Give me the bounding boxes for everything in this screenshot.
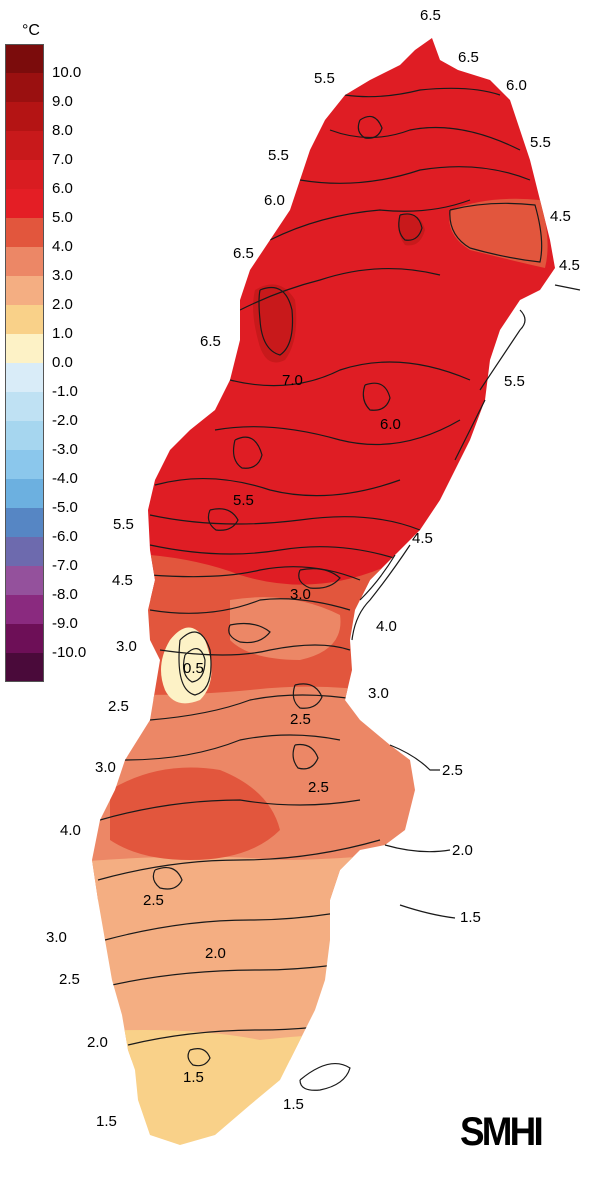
legend-label: -1.0 [52, 383, 78, 400]
contour-label: 2.5 [143, 892, 164, 909]
legend-swatch [5, 44, 44, 73]
legend-swatch [5, 508, 44, 537]
zone-north-dark-patch [253, 284, 297, 363]
contour-label: 5.5 [113, 516, 134, 533]
isotherm-lines-sea [299, 284, 581, 1091]
contour-label: 1.5 [96, 1113, 117, 1130]
contour-labels: 6.5 6.5 5.5 6.0 5.5 5.5 6.0 4.5 4.5 6.5 6.5 7.0 5.5 6… [46, 7, 580, 1130]
legend-label: -9.0 [52, 615, 78, 632]
legend-swatch [5, 189, 44, 218]
legend-swatch [5, 450, 44, 479]
contour-label: 4.0 [60, 822, 81, 839]
legend-label: 4.0 [52, 238, 73, 255]
legend-label: 5.0 [52, 209, 73, 226]
legend-label: -7.0 [52, 557, 78, 574]
contour-label: 2.5 [59, 971, 80, 988]
contour-label: 2.0 [452, 842, 473, 859]
contour-label: 2.5 [308, 779, 329, 796]
zone-far-south [92, 830, 555, 1060]
legend-color-scale [5, 44, 44, 682]
legend-label: -6.0 [52, 528, 78, 545]
legend-label: -4.0 [52, 470, 78, 487]
legend-swatch [5, 421, 44, 450]
legend-label: 7.0 [52, 151, 73, 168]
zone-cold-pocket [161, 627, 212, 704]
legend-label: 10.0 [52, 64, 82, 81]
legend-unit: °C [22, 22, 40, 39]
legend-swatch [5, 73, 44, 102]
legend-label: 1.0 [52, 325, 73, 342]
contour-label: 6.5 [200, 333, 221, 350]
contour-label: 6.5 [458, 49, 479, 66]
contour-label: 4.0 [376, 618, 397, 635]
contour-label: 4.5 [559, 257, 580, 274]
legend-swatch [5, 653, 44, 682]
contour-label: 4.5 [112, 572, 133, 589]
zone-west-patch [110, 767, 280, 860]
contour-label: 0.5 [183, 660, 204, 677]
contour-label: 5.5 [268, 147, 289, 164]
contour-label: 3.0 [290, 586, 311, 603]
contour-label: 3.0 [116, 638, 137, 655]
contour-label: 1.5 [283, 1096, 304, 1113]
contour-label: 3.0 [46, 929, 67, 946]
contour-label: 2.5 [442, 762, 463, 779]
contour-label: 7.0 [282, 372, 303, 389]
legend-label: -5.0 [52, 499, 78, 516]
smhi-logo: SMHI [460, 1110, 544, 1154]
legend-label: -8.0 [52, 586, 78, 603]
legend-swatch [5, 160, 44, 189]
contour-label: 1.5 [183, 1069, 204, 1086]
legend-swatch [5, 537, 44, 566]
contour-label: 5.5 [530, 134, 551, 151]
zone-east-patch [449, 198, 548, 268]
contour-label: 6.0 [264, 192, 285, 209]
contour-label: 2.0 [87, 1034, 108, 1051]
legend-swatch [5, 392, 44, 421]
contour-label: 4.5 [550, 208, 571, 225]
contour-label: 5.5 [314, 70, 335, 87]
contour-label: 2.5 [290, 711, 311, 728]
legend-label: 3.0 [52, 267, 73, 284]
contour-label: 2.0 [205, 945, 226, 962]
contour-label: 6.0 [506, 77, 527, 94]
legend-label: 8.0 [52, 122, 73, 139]
contour-label: 6.0 [380, 416, 401, 433]
legend-label: -2.0 [52, 412, 78, 429]
legend-swatch [5, 334, 44, 363]
zone-central-patch [230, 597, 341, 660]
isotherm-lines [97, 87, 543, 1067]
legend-swatch [5, 363, 44, 392]
contour-label: 6.5 [420, 7, 441, 24]
legend-swatch [5, 276, 44, 305]
legend-swatch [5, 479, 44, 508]
legend-swatch [5, 595, 44, 624]
legend-swatch [5, 218, 44, 247]
legend-swatch [5, 566, 44, 595]
contour-label: 5.5 [504, 373, 525, 390]
legend-label: 2.0 [52, 296, 73, 313]
contour-label: 2.5 [108, 698, 129, 715]
contour-label: 1.5 [460, 909, 481, 926]
contour-label: 5.5 [233, 492, 254, 509]
legend-swatch [5, 131, 44, 160]
contour-label: 3.0 [368, 685, 389, 702]
legend-swatch [5, 247, 44, 276]
legend-label: 9.0 [52, 93, 73, 110]
legend-swatch [5, 624, 44, 653]
legend-label: -10.0 [52, 644, 87, 661]
legend-label: -3.0 [52, 441, 78, 458]
contour-label: 4.5 [412, 530, 433, 547]
legend-swatch [5, 305, 44, 334]
contour-label: 3.0 [95, 759, 116, 776]
contour-label: 6.5 [233, 245, 254, 262]
legend-label: 0.0 [52, 354, 73, 371]
zone-north-dark-patch [398, 214, 425, 246]
legend-swatch [5, 102, 44, 131]
legend-label: 6.0 [52, 180, 73, 197]
